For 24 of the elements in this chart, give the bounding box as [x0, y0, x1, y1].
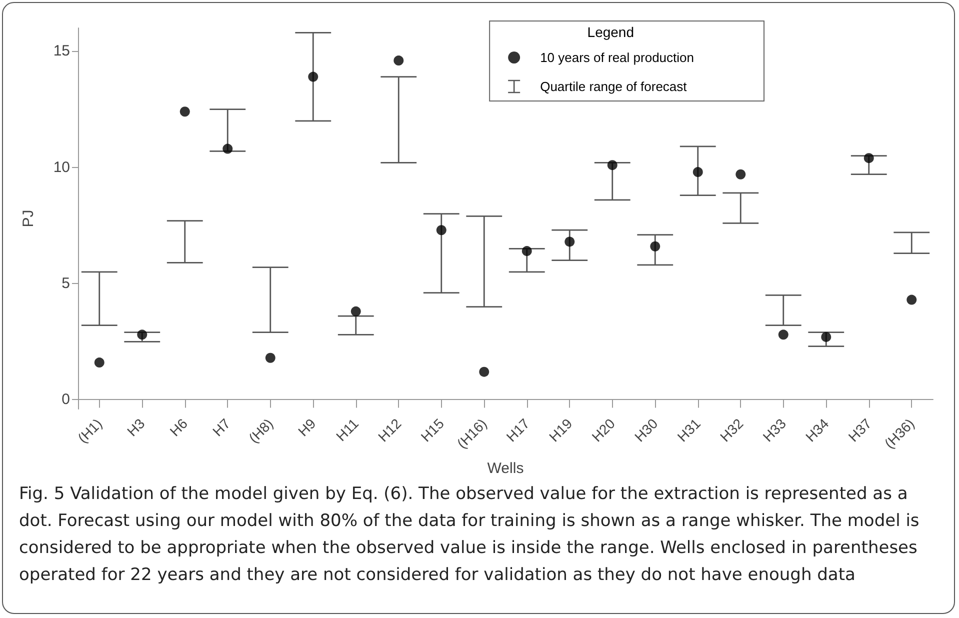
legend-label: 10 years of real production: [540, 50, 694, 65]
y-tick-label: 10: [53, 158, 70, 176]
x-tick-label: H19: [546, 415, 576, 445]
x-tick-label: H12: [374, 415, 404, 445]
x-tick-label: H33: [760, 415, 790, 445]
x-tick-label: H9: [294, 415, 319, 440]
legend-label: Quartile range of forecast: [540, 79, 688, 94]
y-tick-label: 5: [62, 275, 70, 292]
x-tick-label: H11: [332, 415, 362, 444]
x-axis-title: Wells: [487, 460, 524, 477]
x-tick-label: H32: [716, 415, 746, 445]
x-tick-label: H3: [124, 415, 148, 440]
x-tick-label: H15: [418, 415, 448, 445]
legend-title: Legend: [587, 24, 634, 40]
y-axis-title: PJ: [20, 210, 37, 228]
caption: Fig. 5 Validation of the model given by Eq. (6). The observed value for the extraction is represented as a dot. Forecast using our model with 80% of the data for training is shown as a range whisker. The model is considered to be appropriate when the observed value is inside the range. Wells enclosed in parentheses operated for 22 years and they are not considered for validation as they do not have enough data: [19, 483, 920, 587]
x-tick-label: H6: [166, 415, 191, 440]
x-tick-label: H34: [802, 415, 832, 445]
x-tick-label: H31: [674, 415, 704, 445]
x-tick-label: H20: [588, 415, 618, 445]
x-tick-label: H7: [209, 415, 234, 440]
x-tick-label: H30: [631, 415, 661, 445]
y-tick-label: 0: [62, 391, 70, 408]
y-tick-label: 15: [53, 42, 70, 60]
